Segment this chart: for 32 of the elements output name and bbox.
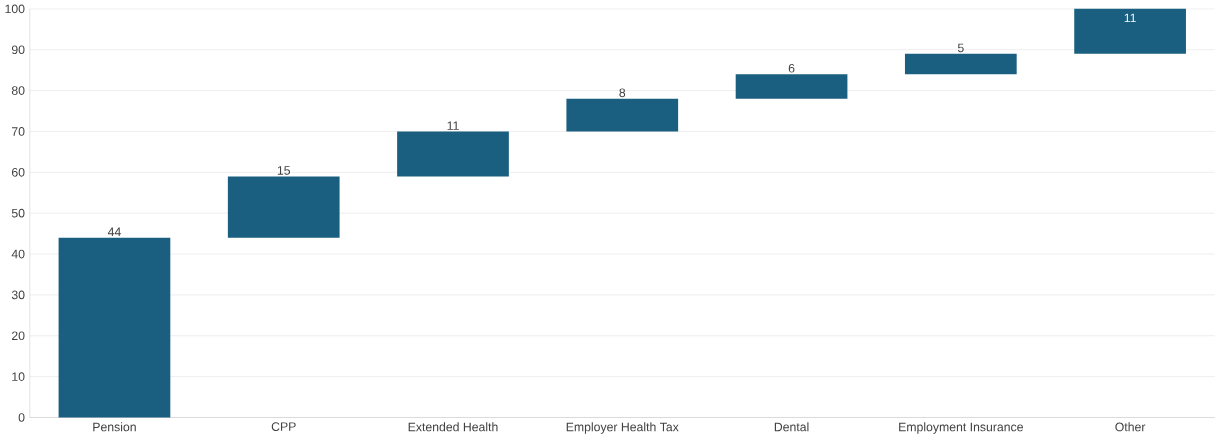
data-label: 8 bbox=[619, 88, 626, 98]
x-tick-label: Employment Insurance bbox=[899, 422, 1023, 434]
data-label: 6 bbox=[788, 63, 795, 73]
y-tick-label: 80 bbox=[11, 86, 25, 95]
bar bbox=[397, 131, 509, 177]
y-tick-label: 90 bbox=[11, 45, 25, 54]
bar bbox=[566, 98, 679, 132]
y-tick-label: 40 bbox=[11, 249, 25, 259]
bar bbox=[58, 237, 171, 418]
bar bbox=[904, 53, 1017, 75]
y-tick-label: 10 bbox=[12, 372, 25, 381]
bar bbox=[227, 176, 340, 238]
y-tick-label: 100 bbox=[5, 4, 25, 14]
data-label: 11 bbox=[447, 121, 459, 130]
y-tick-label: 60 bbox=[11, 167, 25, 177]
x-tick-label: Pension bbox=[93, 422, 136, 432]
bar bbox=[1074, 8, 1186, 54]
bar bbox=[735, 74, 848, 99]
y-tick-label: 70 bbox=[11, 126, 25, 136]
data-label: 11 bbox=[1124, 13, 1136, 22]
x-tick-label: Employer Health Tax bbox=[566, 422, 679, 434]
y-tick-label: 20 bbox=[11, 331, 25, 340]
y-tick-label: 30 bbox=[11, 290, 25, 300]
x-tick-label: Other bbox=[1115, 422, 1146, 432]
x-tick-label: CPP bbox=[271, 422, 296, 431]
data-label: 15 bbox=[277, 166, 291, 175]
y-tick-label: 50 bbox=[11, 208, 25, 218]
x-tick-label: Dental bbox=[774, 422, 809, 432]
x-tick-label: Extended Health bbox=[408, 422, 498, 432]
data-label: 5 bbox=[957, 43, 964, 53]
y-tick-label: 0 bbox=[18, 413, 25, 422]
data-label: 44 bbox=[107, 227, 121, 236]
